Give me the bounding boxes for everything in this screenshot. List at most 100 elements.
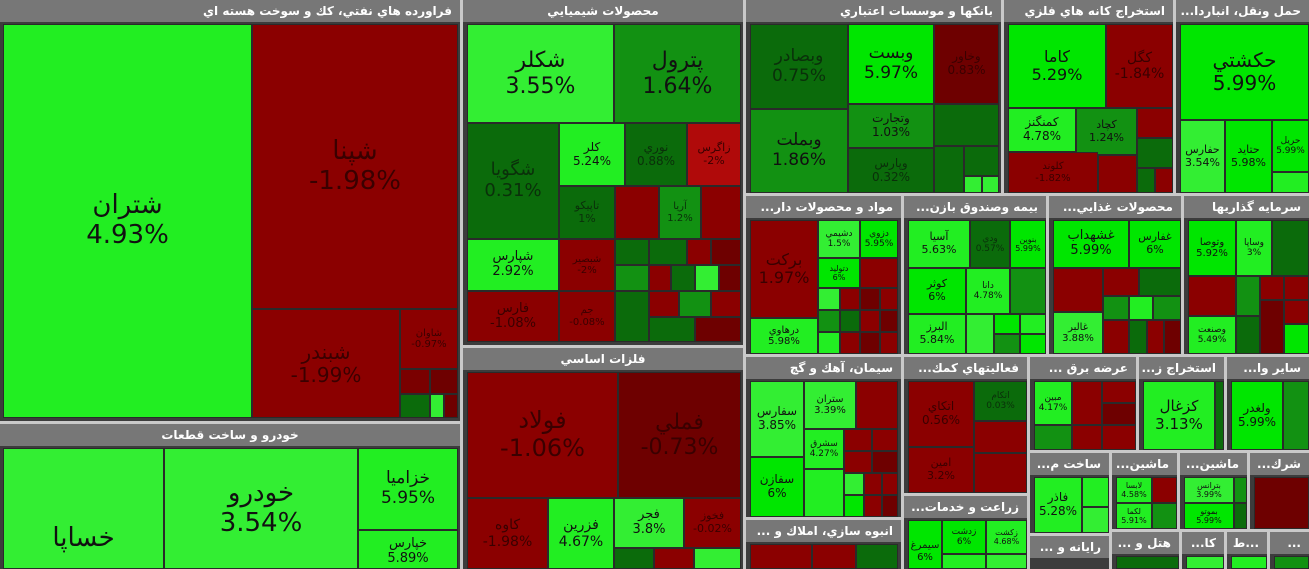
tile-small[interactable] <box>982 176 999 193</box>
tile-small[interactable] <box>1236 276 1260 316</box>
tile-tapico[interactable]: تاپیکو 1% <box>559 186 615 239</box>
tile-small[interactable] <box>1053 268 1103 312</box>
tile-small[interactable] <box>1236 316 1260 354</box>
tile-small[interactable] <box>1155 168 1173 193</box>
tile-small[interactable] <box>430 369 458 394</box>
tile-klvand[interactable]: كلوند -1.82% <box>1008 152 1098 193</box>
tile-dzavi[interactable]: دزوي 5.95% <box>860 220 898 258</box>
tile-small[interactable] <box>1137 108 1173 138</box>
tile-small[interactable] <box>844 473 864 495</box>
tile-labsa[interactable]: لابسا 4.58% <box>1116 477 1152 503</box>
tile-foolad[interactable]: فولاد -1.06% <box>467 372 618 498</box>
tile-fzarin[interactable]: فزرين 4.67% <box>548 498 614 569</box>
tile-ghshahdab[interactable]: غشهداب 5.99% <box>1053 220 1129 268</box>
tile-vtejarat[interactable]: وتجارت 1.03% <box>848 104 934 148</box>
tile-small[interactable] <box>840 332 860 354</box>
tile-fajr[interactable]: فجر 3.8% <box>614 498 684 548</box>
tile-small[interactable] <box>750 544 812 569</box>
tile-small[interactable] <box>1020 314 1046 334</box>
tile-small[interactable] <box>1129 320 1147 354</box>
tile-small[interactable] <box>1020 334 1046 354</box>
tile-small[interactable] <box>880 288 898 310</box>
tile-small[interactable] <box>964 176 982 193</box>
tile-small[interactable] <box>687 239 711 265</box>
tile-small[interactable] <box>994 334 1020 354</box>
tile-fars[interactable]: فارس -1.08% <box>467 291 559 342</box>
tile-small[interactable] <box>1082 507 1109 533</box>
tile-small[interactable] <box>679 291 711 317</box>
tile-khsapa[interactable]: خساپا <box>3 448 164 569</box>
tile-small[interactable] <box>1102 403 1136 425</box>
tile-fkhooz[interactable]: فخوز -0.02% <box>684 498 741 548</box>
tile-small[interactable] <box>695 317 741 342</box>
tile-vsapa[interactable]: وساپا 3% <box>1236 220 1272 276</box>
tile-small[interactable] <box>1098 155 1137 193</box>
tile-sfazan[interactable]: سفازن 6% <box>750 457 804 517</box>
tile-small[interactable] <box>1284 276 1309 300</box>
tile-vpars[interactable]: وپارس 0.32% <box>848 148 934 193</box>
tile-hkeshti[interactable]: حكشتي 5.99% <box>1180 24 1309 120</box>
tile-small[interactable] <box>1272 172 1309 193</box>
tile-small[interactable] <box>934 146 964 193</box>
tile-small[interactable] <box>864 473 882 495</box>
tile-small[interactable] <box>1102 425 1136 450</box>
tile-small[interactable] <box>444 394 458 418</box>
tile-small[interactable] <box>1147 320 1164 354</box>
tile-zkesht[interactable]: زكشت 4.68% <box>986 520 1027 554</box>
tile-small[interactable] <box>818 332 840 354</box>
tile-small[interactable] <box>694 548 741 569</box>
tile-btrans[interactable]: بترانس 3.99% <box>1184 477 1234 503</box>
tile-small[interactable] <box>701 186 741 239</box>
tile-shavan[interactable]: شاوان -0.97% <box>400 309 458 369</box>
tile-kzoghal[interactable]: كزغال 3.13% <box>1143 381 1215 450</box>
tile-small[interactable] <box>615 186 659 239</box>
tile-lkama[interactable]: لکما 5.91% <box>1116 503 1152 529</box>
tile-small[interactable] <box>818 310 840 332</box>
tile-small[interactable] <box>1274 556 1309 569</box>
tile-kama[interactable]: كاما 5.29% <box>1008 24 1106 108</box>
tile-small[interactable] <box>1102 381 1136 403</box>
tile-small[interactable] <box>1137 138 1173 168</box>
tile-small[interactable] <box>840 310 860 332</box>
tile-small[interactable] <box>880 332 898 354</box>
tile-khpars[interactable]: خپارس 5.89% <box>358 530 458 569</box>
tile-small[interactable] <box>860 288 880 310</box>
tile-fazar[interactable]: فاذر 5.28% <box>1034 477 1082 533</box>
tile-small[interactable] <box>430 394 444 418</box>
tile-small[interactable] <box>1260 300 1284 354</box>
tile-small[interactable] <box>844 451 872 473</box>
tile-small[interactable] <box>654 548 694 569</box>
tile-small[interactable] <box>1234 503 1247 529</box>
tile-dtolid[interactable]: دتوليد 6% <box>818 258 860 288</box>
tile-small[interactable] <box>711 291 741 317</box>
tile-small[interactable] <box>711 239 741 265</box>
tile-small[interactable] <box>986 554 1027 569</box>
tile-small[interactable] <box>840 288 860 310</box>
tile-hfars[interactable]: حفارس 3.54% <box>1180 120 1225 193</box>
tile-small[interactable] <box>615 239 649 265</box>
tile-small[interactable] <box>1188 276 1236 316</box>
tile-barakat[interactable]: برکت 1.97% <box>750 220 818 318</box>
tile-shebandar[interactable]: شبندر -1.99% <box>252 309 400 418</box>
tile-small[interactable] <box>1254 477 1309 529</box>
tile-darahavi[interactable]: درهاوي 5.98% <box>750 318 818 354</box>
tile-small[interactable] <box>1234 477 1247 503</box>
tile-small[interactable] <box>649 239 687 265</box>
tile-shetran[interactable]: شتران 4.93% <box>3 24 252 418</box>
tile-shgooya[interactable]: شگویا 0.31% <box>467 123 559 239</box>
tile-small[interactable] <box>1139 268 1181 296</box>
tile-small[interactable] <box>818 288 840 310</box>
tile-ghfars[interactable]: غفارس 6% <box>1129 220 1181 268</box>
tile-kalor[interactable]: كلر 5.24% <box>559 123 625 186</box>
tile-vdey[interactable]: ودي 0.57% <box>970 220 1010 268</box>
tile-shpars[interactable]: شپارس 2.92% <box>467 239 559 291</box>
tile-noori[interactable]: نوري 0.88% <box>625 123 687 186</box>
tile-small[interactable] <box>1103 320 1129 354</box>
tile-hrail[interactable]: حريل 5.99% <box>1272 120 1309 172</box>
tile-stran[interactable]: ستران 3.39% <box>804 381 856 429</box>
tile-shkalor[interactable]: شكلر 3.55% <box>467 24 614 123</box>
tile-jam[interactable]: جم -0.08% <box>559 291 615 342</box>
tile-fameli[interactable]: فملي -0.73% <box>618 372 741 498</box>
tile-small[interactable] <box>934 104 999 146</box>
tile-zdasht[interactable]: زدشت 6% <box>942 520 986 554</box>
